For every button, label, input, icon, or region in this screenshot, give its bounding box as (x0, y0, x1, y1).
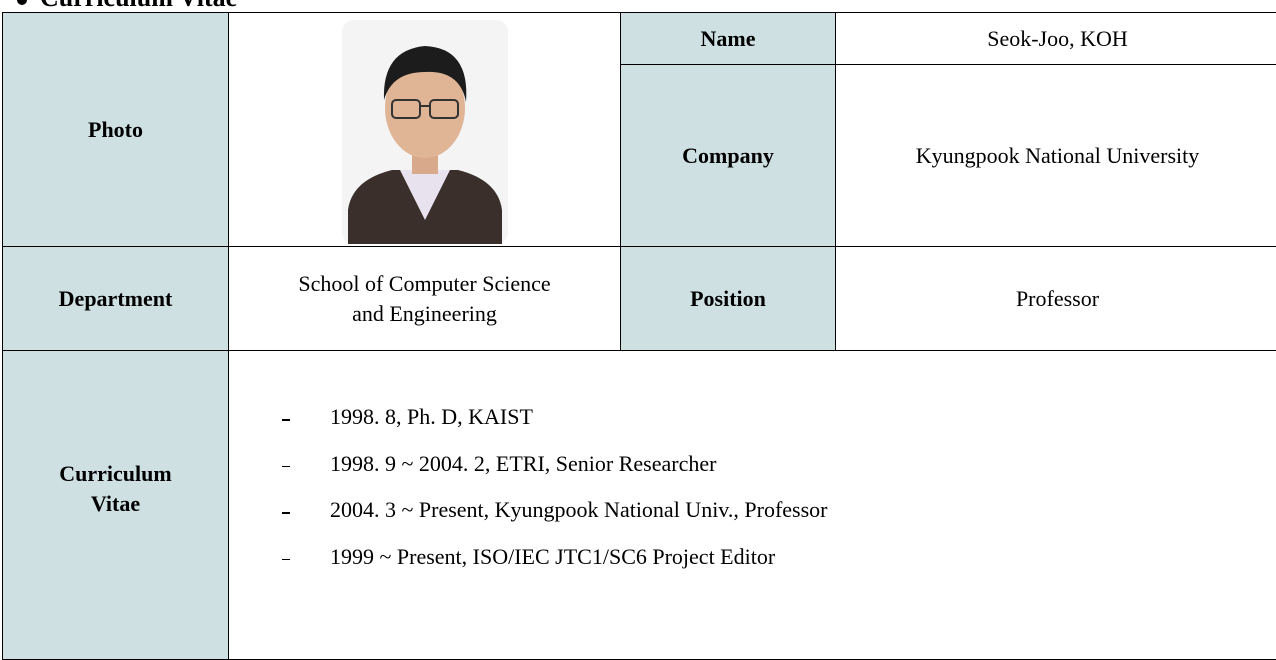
title-bullet (17, 0, 27, 5)
label-line: Curriculum (59, 461, 172, 486)
department-label: Department (2, 246, 229, 351)
company-cell: Kyungpook National University (835, 64, 1276, 247)
cv-item: 1998. 9 ~ 2004. 2, ETRI, Senior Research… (330, 450, 717, 476)
value-line: School of Computer Science (298, 270, 551, 296)
position-cell: Professor (835, 246, 1276, 351)
label: Department (58, 285, 173, 311)
label: Company (682, 142, 774, 168)
value: Kyungpook National University (915, 142, 1200, 168)
position-label: Position (620, 246, 836, 351)
cv-label: Curriculum Vitae (2, 350, 229, 660)
label: Position (690, 285, 766, 311)
dash (282, 558, 290, 560)
cv-item: 2004. 3 ~ Present, Kyungpook National Un… (330, 497, 828, 522)
label-line: Vitae (90, 491, 141, 516)
dash (282, 512, 290, 514)
value: Seok-Joo, KOH (987, 25, 1128, 51)
label: Photo (88, 116, 143, 142)
value: Professor (1015, 285, 1100, 311)
photo-label: Photo (2, 12, 229, 247)
cv-item: 1998. 8, Ph. D, KAIST (330, 404, 533, 429)
label: Name (700, 25, 756, 51)
cv-item: 1999 ~ Present, ISO/IEC JTC1/SC6 Project… (330, 543, 776, 569)
name-cell: Seok-Joo, KOH (835, 12, 1276, 65)
photo-cell (228, 12, 621, 247)
name-label: Name (620, 12, 836, 65)
value-line: and Engineering (352, 300, 497, 326)
photo (341, 19, 508, 244)
dash (282, 465, 290, 467)
department-cell: School of Computer Science and Engineerin… (228, 246, 621, 351)
company-label: Company (620, 64, 836, 247)
title: Curriculum Vitae (40, 0, 237, 13)
dash (282, 419, 290, 421)
